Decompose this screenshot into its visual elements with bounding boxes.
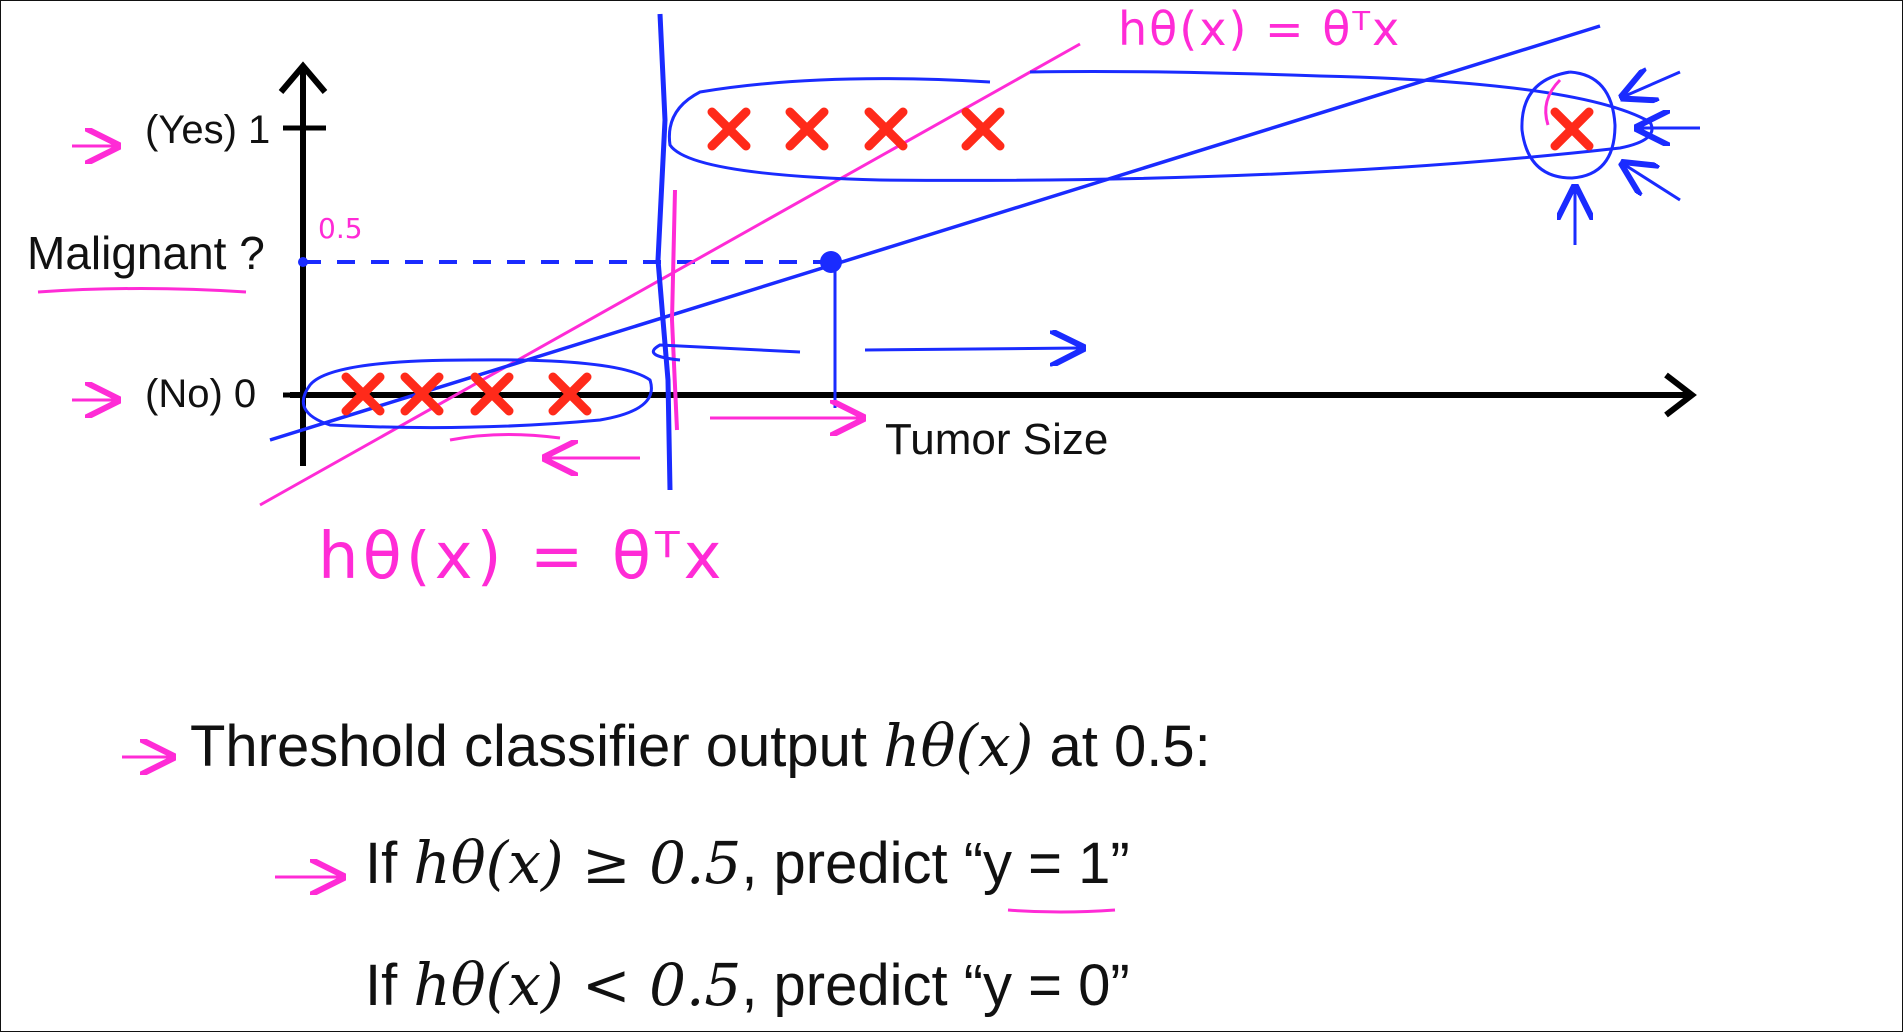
threshold-rule-positive: If hθ(x) ≥ 0.5, predict “y = 1” xyxy=(365,829,1130,897)
rule1-math: hθ(x) ≥ 0.5 xyxy=(413,829,742,897)
positive-marker xyxy=(961,107,1005,151)
pink-boundary-stroke xyxy=(669,189,679,431)
rule-intro-suffix: at 0.5: xyxy=(1049,714,1211,779)
negative-marker xyxy=(548,372,592,416)
positive-marker xyxy=(707,107,751,151)
y-axis-arrowhead xyxy=(278,61,328,94)
negative-marker xyxy=(470,372,514,416)
pink-underline-malignant xyxy=(37,287,247,294)
hypothesis-annotation-bottom: hθ(x) = θᵀx xyxy=(318,520,726,594)
y-tick-label-no: (No) 0 xyxy=(145,372,257,416)
blue-decision-boundary xyxy=(655,13,673,491)
x-axis-title: Tumor Size xyxy=(885,415,1109,464)
rule0-predict: , predict “y = 0” xyxy=(741,953,1130,1018)
rule1-if-word: If xyxy=(365,831,398,896)
rule-intro-math: hθ(x) xyxy=(883,712,1034,780)
threshold-rule-negative: If hθ(x) < 0.5, predict “y = 0” xyxy=(365,951,1130,1019)
threshold-rule-intro: Threshold classifier output hθ(x) at 0.5… xyxy=(190,712,1211,780)
blue-circle-outlier xyxy=(1520,70,1617,180)
positive-marker xyxy=(864,107,908,151)
blue-lasso-positive xyxy=(667,70,1654,182)
blue-arrow-outlier-topright xyxy=(1625,72,1681,96)
threshold-handwritten-label: 0.5 xyxy=(318,212,363,245)
hypothesis-annotation-top: hθ(x) = θᵀx xyxy=(1118,2,1402,56)
y-tick-label-yes: (Yes) 1 xyxy=(145,108,271,152)
positive-marker xyxy=(785,107,829,151)
blue-shift-arrow xyxy=(864,348,1080,350)
x-axis-arrowhead xyxy=(1664,372,1697,418)
y-axis-title: Malignant ? xyxy=(27,227,265,279)
negative-marker xyxy=(341,372,385,416)
blue-arrow-outlier-bottomright xyxy=(1625,165,1681,202)
intersection-dot xyxy=(820,251,842,273)
rule0-math: hθ(x) < 0.5 xyxy=(413,951,742,1019)
blue-lasso-negative xyxy=(301,358,653,430)
positive-marker-outlier xyxy=(1550,107,1594,151)
blue-shift-arrow-start xyxy=(651,343,801,362)
pink-circle-outlier xyxy=(1544,78,1562,126)
positive-markers xyxy=(707,107,1594,151)
negative-markers xyxy=(341,372,592,416)
rule0-if-word: If xyxy=(365,953,398,1018)
pink-scribble-left xyxy=(449,432,561,442)
blue-hypothesis-line xyxy=(269,24,1601,442)
pink-underline-y1 xyxy=(1007,908,1116,914)
rule-intro-text: Threshold classifier output xyxy=(190,714,867,779)
threshold-marker-dot xyxy=(298,257,308,267)
rule1-predict: , predict “y = 1” xyxy=(741,831,1130,896)
negative-marker xyxy=(400,372,444,416)
